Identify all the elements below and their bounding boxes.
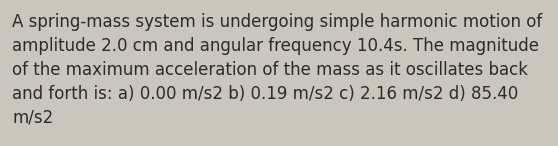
Text: A spring-mass system is undergoing simple harmonic motion of
amplitude 2.0 cm an: A spring-mass system is undergoing simpl… (12, 13, 542, 127)
